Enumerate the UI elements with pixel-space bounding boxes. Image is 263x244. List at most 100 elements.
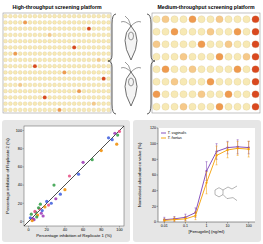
well (8, 45, 12, 49)
well (102, 58, 106, 62)
well (48, 27, 52, 31)
structure-sketch (215, 186, 237, 201)
well (8, 52, 12, 56)
well (92, 70, 96, 74)
point (50, 202, 53, 205)
point (116, 133, 119, 136)
well (13, 64, 17, 68)
point (163, 219, 165, 221)
well (102, 14, 106, 18)
well (207, 53, 214, 60)
plate-title: Medium-throughput screening platform (157, 4, 255, 10)
organism (125, 72, 137, 106)
well (48, 39, 52, 43)
well (77, 27, 81, 31)
well (38, 52, 42, 56)
well (53, 70, 57, 74)
well (53, 27, 57, 31)
well (53, 14, 57, 18)
well (153, 78, 160, 85)
flagella (121, 16, 141, 26)
well (53, 45, 57, 49)
well (67, 102, 71, 106)
well (23, 77, 27, 81)
well (82, 83, 86, 87)
legend-label: T. vaginalis (168, 131, 187, 135)
tick-label: 100 (246, 224, 252, 228)
point (81, 161, 84, 164)
well (252, 16, 259, 23)
well (207, 103, 214, 110)
tick-label: 60 (81, 228, 85, 232)
well (198, 28, 205, 35)
well (67, 95, 71, 99)
well (162, 78, 169, 85)
tick (157, 175, 159, 176)
well (102, 70, 106, 74)
well (189, 66, 196, 73)
well (82, 20, 86, 24)
well (43, 14, 47, 18)
well (28, 39, 32, 43)
well (77, 95, 81, 99)
well (234, 41, 241, 48)
well (97, 58, 101, 62)
well (162, 16, 169, 23)
well (153, 28, 160, 35)
well (189, 91, 196, 98)
well (107, 108, 111, 112)
well (33, 58, 37, 62)
well (82, 33, 86, 37)
well (243, 53, 250, 60)
well (97, 70, 101, 74)
well (38, 70, 42, 74)
well (153, 16, 160, 23)
well (82, 45, 86, 49)
well (102, 64, 106, 68)
well (48, 95, 52, 99)
well (67, 45, 71, 49)
well (153, 41, 160, 48)
well (28, 45, 32, 49)
well (18, 58, 22, 62)
axis-label: Percentage inhibition of Replicate 1 (%) (36, 233, 112, 238)
legend: T. vaginalisT. foetus (161, 131, 186, 140)
point (111, 138, 114, 141)
well (92, 20, 96, 24)
well (102, 20, 106, 24)
point (52, 183, 55, 186)
well (243, 16, 250, 23)
well (57, 83, 61, 87)
error-bar (184, 217, 186, 222)
plot-area (163, 140, 250, 222)
well (28, 108, 32, 112)
well (171, 53, 178, 60)
well (107, 14, 111, 18)
well (180, 28, 187, 35)
well (102, 45, 106, 49)
well (43, 108, 47, 112)
well (92, 108, 96, 112)
well (8, 89, 12, 93)
tick-label: 100 (116, 228, 122, 232)
well (234, 28, 241, 35)
error-bar (248, 141, 250, 157)
well (252, 91, 259, 98)
well (18, 27, 22, 31)
well (189, 16, 196, 23)
well (102, 77, 106, 81)
well (43, 58, 47, 62)
plot-frame (24, 126, 124, 226)
well (97, 52, 101, 56)
point (226, 149, 228, 151)
well (216, 28, 223, 35)
tick-label: 100 (16, 129, 22, 133)
well (77, 58, 81, 62)
well (97, 95, 101, 99)
well (87, 27, 91, 31)
well (67, 52, 71, 56)
well (82, 89, 86, 93)
well (97, 64, 101, 68)
well (53, 77, 57, 81)
plate-frame (152, 13, 260, 113)
